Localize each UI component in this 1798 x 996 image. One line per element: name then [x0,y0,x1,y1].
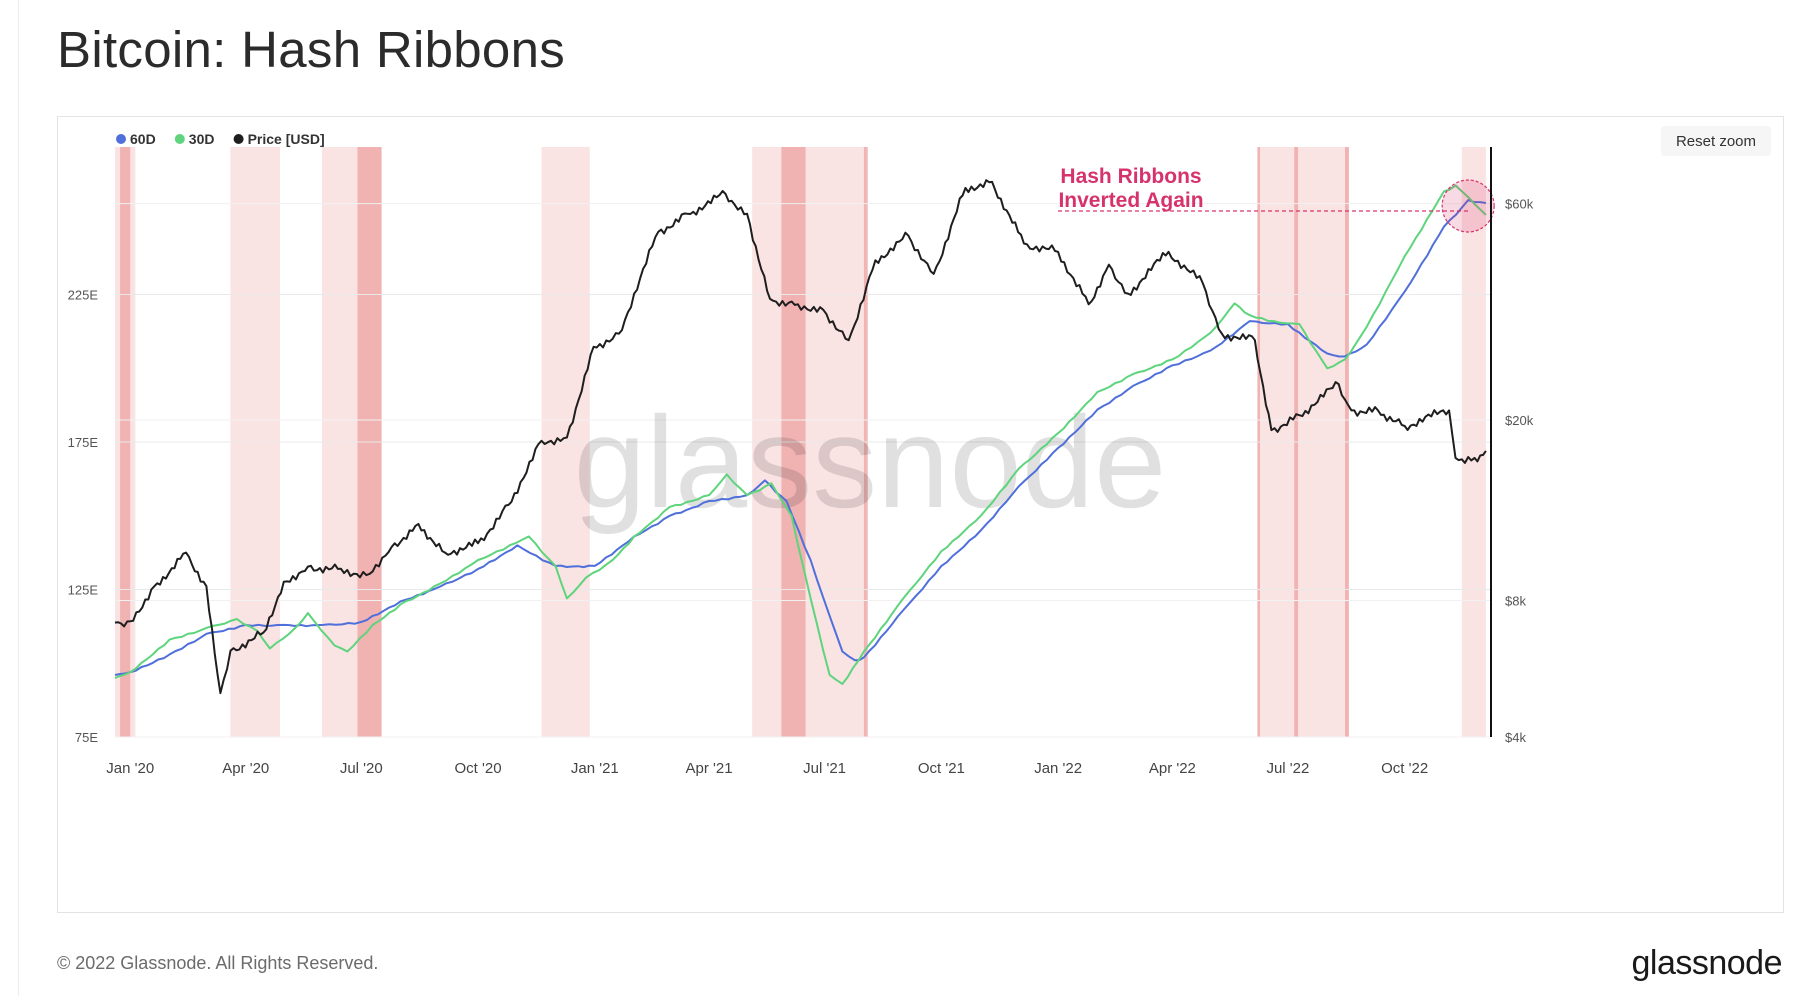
x-tick-label: Apr '20 [222,760,269,777]
series-line-30d [114,184,1487,685]
x-tick-label: Jan '20 [106,760,154,777]
x-tick-label: Oct '22 [1381,760,1428,777]
series-line-60d [114,199,1487,676]
chart-card: glassnode Hash Ribbons Inverted Again 75E… [57,116,1784,913]
x-tick-label: Jul '22 [1266,760,1309,777]
x-tick-label: Oct '21 [918,760,965,777]
annotation-text-line2: Inverted Again [1058,189,1203,212]
series-lines [114,179,1487,695]
x-tick-label: Jan '22 [1034,760,1082,777]
grid [115,203,1491,738]
legend-label: 60D [130,131,156,147]
legend-item-30d[interactable]: 30D [174,131,215,147]
axes: 75E 125E 175E 225E $4k $8k $20k $60k Jan '20 Apr … [68,147,1534,777]
copyright-text: © 2022 Glassnode. All Rights Reserved. [57,953,379,973]
legend-label: Price [USD] [248,131,325,147]
x-tick-label: Apr '22 [1149,760,1196,777]
y-left-tick-label: 75E [75,730,98,745]
y-left-tick-label: 125E [68,583,99,598]
legend-item-price-usd[interactable]: Price [USD] [233,131,325,147]
legend-label: 30D [189,131,215,147]
annotation-text-line1: Hash Ribbons [1060,165,1201,188]
y-right-tick-label: $4k [1505,730,1526,745]
x-tick-label: Jan '21 [571,760,619,777]
y-right-tick-label: $20k [1505,413,1534,428]
watermark: glassnode [574,389,1167,535]
y-left-tick-label: 225E [68,288,99,303]
reset-zoom-button[interactable]: Reset zoom [1661,126,1771,156]
x-tick-label: Jul '20 [340,760,383,777]
series-line-price-usd [114,179,1487,695]
y-right-tick-label: $8k [1505,593,1526,608]
legend-marker [233,134,244,144]
x-tick-label: Apr '21 [686,760,733,777]
glassnode-logo[interactable]: glassnode [1631,944,1782,982]
legend-marker [174,134,185,144]
legend-item-60d[interactable]: 60D [116,131,156,147]
annotation-circle [1441,179,1495,233]
legend[interactable]: 60D 30D Price [USD] [116,131,325,147]
legend-marker [116,134,126,144]
page-title: Bitcoin: Hash Ribbons [57,21,566,78]
left-divider [18,0,19,996]
y-left-tick-label: 175E [68,435,99,450]
x-tick-label: Jul '21 [803,760,846,777]
x-tick-label: Oct '20 [455,760,502,777]
y-right-tick-label: $60k [1505,197,1534,212]
